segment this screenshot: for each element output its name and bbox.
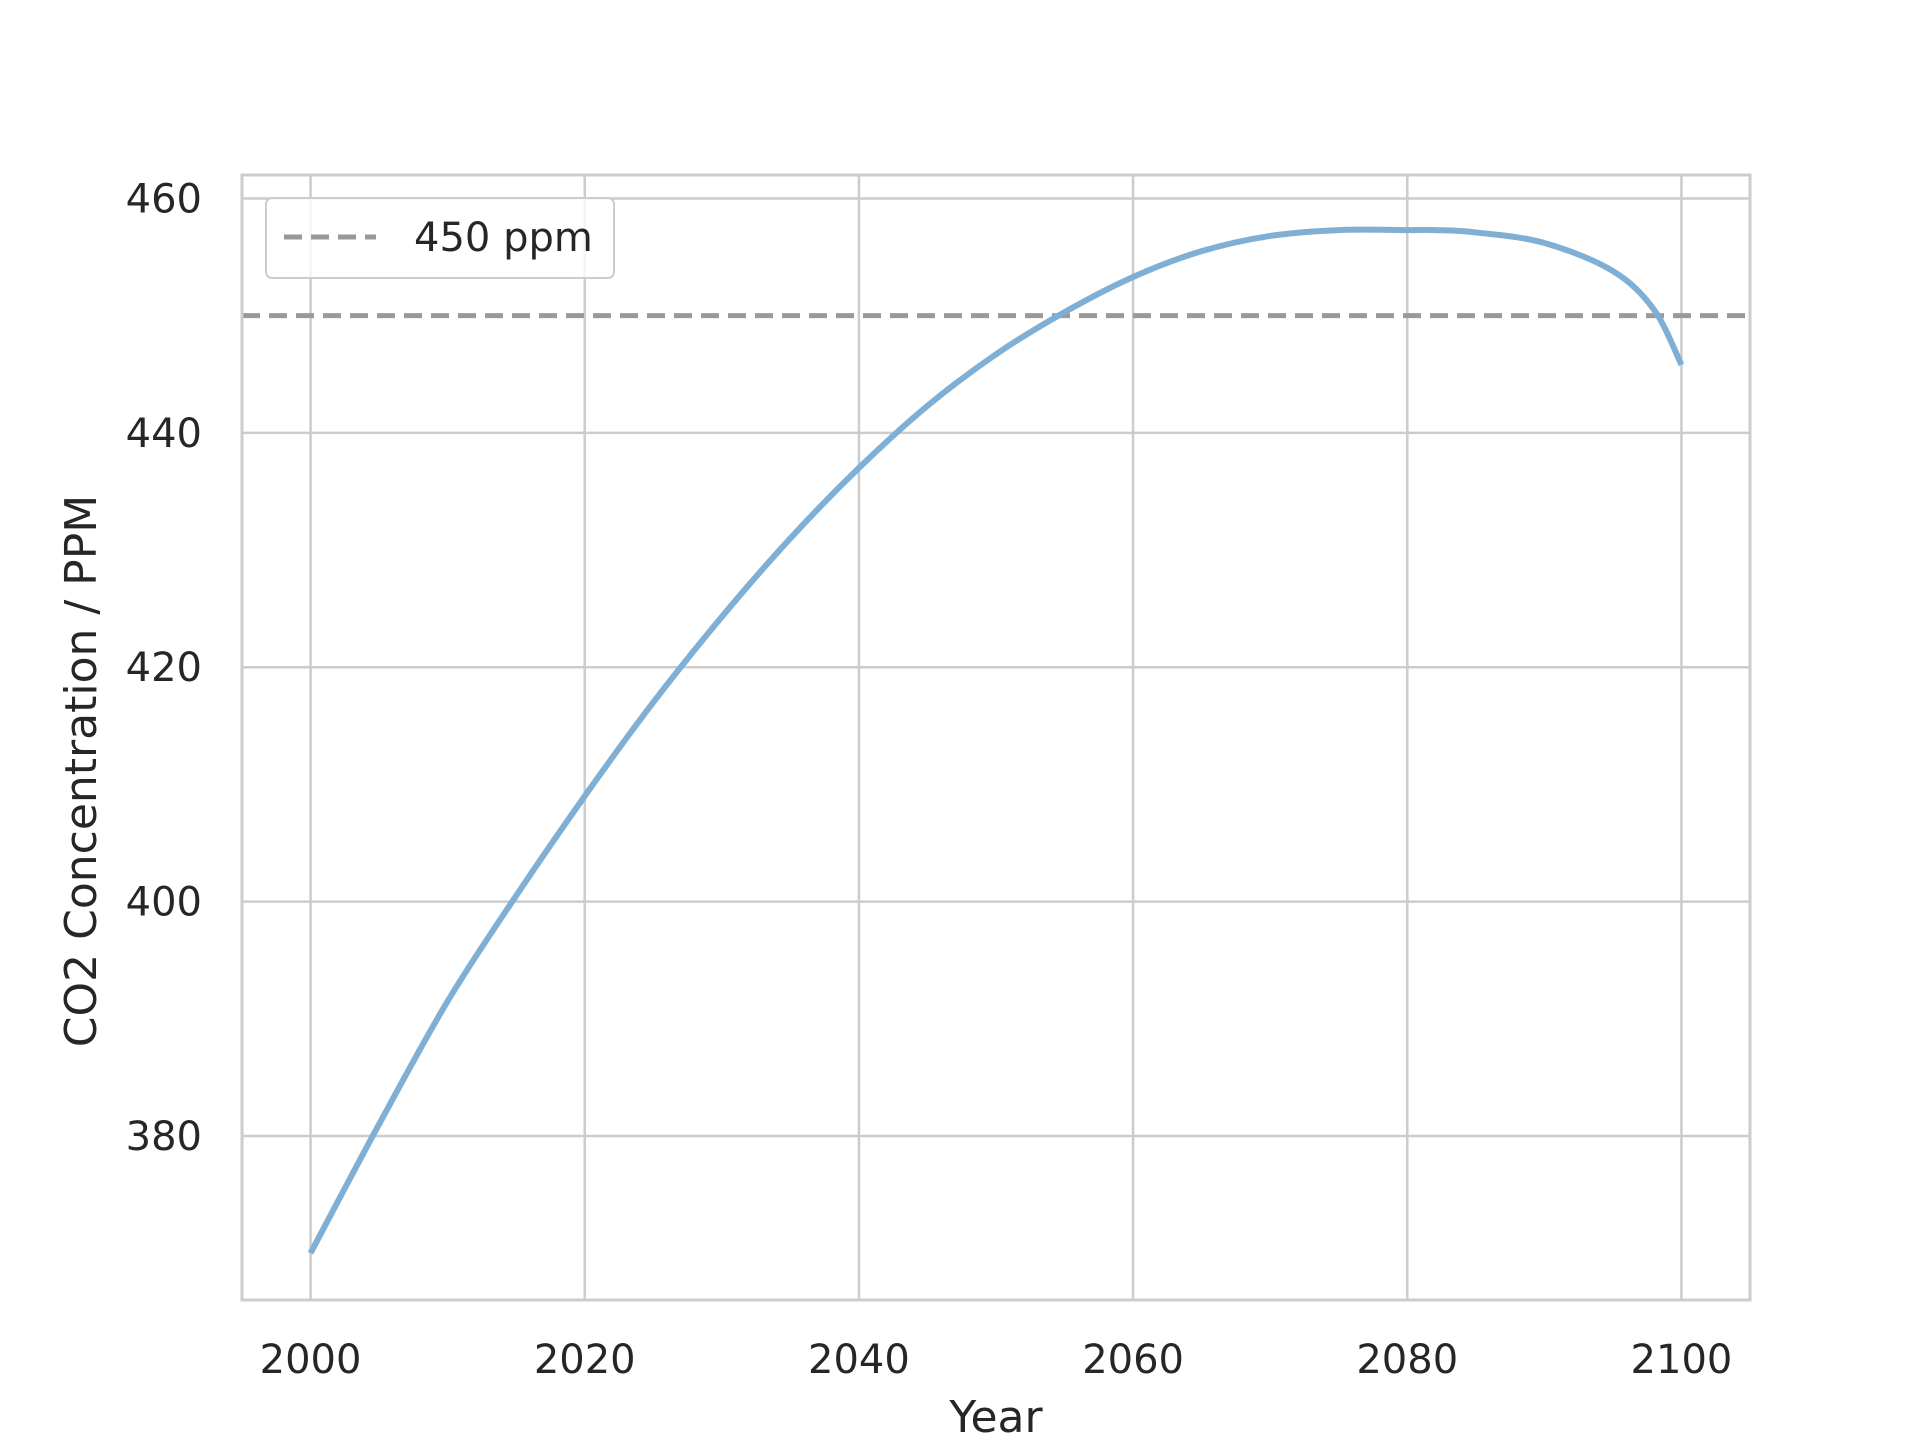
x-tick-label: 2080 [1356, 1337, 1458, 1383]
x-tick-label: 2060 [1082, 1337, 1184, 1383]
x-tick-label: 2040 [808, 1337, 910, 1383]
legend: 450 ppm [265, 197, 615, 279]
y-axis-label: CO2 Concentration / PPM [56, 495, 107, 1047]
x-tick-label: 2020 [534, 1337, 636, 1383]
y-tick-label: 460 [126, 176, 202, 222]
legend-box [265, 197, 615, 279]
y-tick-label: 420 [126, 645, 202, 691]
x-tick-labels: 2000 2020 2040 2060 2080 2100 [260, 1337, 1733, 1383]
x-tick-label: 2000 [260, 1337, 362, 1383]
legend-label: 450 ppm [414, 215, 593, 261]
y-tick-label: 400 [126, 880, 202, 926]
grid [242, 175, 1750, 1300]
y-tick-label: 380 [126, 1114, 202, 1160]
x-tick-label: 2100 [1631, 1337, 1733, 1383]
x-axis-label: Year [948, 1392, 1043, 1440]
y-tick-labels: 380 400 420 440 460 [126, 176, 202, 1160]
series-layer [307, 226, 1685, 1255]
y-tick-label: 440 [126, 411, 202, 457]
series-line-co2 [307, 226, 1685, 1255]
plot-frame [240, 173, 1752, 1302]
